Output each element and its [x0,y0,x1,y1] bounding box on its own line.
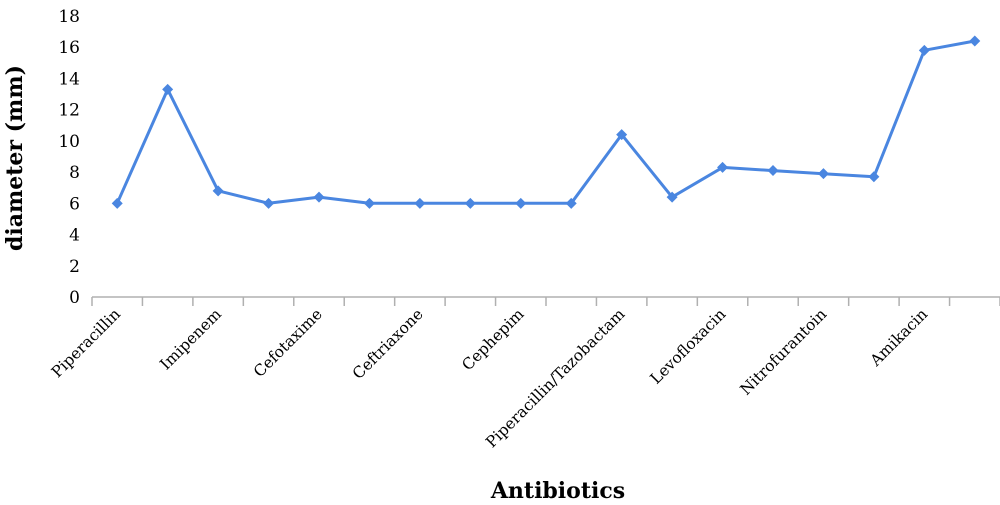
y-axis-ticks: 0 2 4 6 8 10 12 14 16 18 [58,7,80,308]
x-tick-label: Ceftriaxone [349,305,427,383]
x-tick-label: Imipenem [157,305,226,374]
x-tick-label: Piperacillin [48,305,124,381]
data-point-marker [414,197,426,209]
series [111,35,981,209]
data-point-marker [313,191,325,203]
y-tick-label: 14 [58,69,80,89]
data-point-marker [969,35,981,47]
data-point-marker [464,197,476,209]
axes [91,296,1000,306]
x-tick-label: Amikacin [866,305,931,370]
y-tick-label: 16 [58,38,80,58]
data-point-marker [666,191,678,203]
data-point-marker [868,171,880,183]
data-point-marker [111,197,123,209]
data-point-marker [263,197,275,209]
data-point-marker [363,197,375,209]
y-tick-label: 6 [69,194,80,214]
data-point-marker [767,165,779,177]
x-axis-ticks: Piperacillin Imipenem Cefotaxime Ceftriaxon… [48,305,931,451]
x-tick-label: Cefotaxime [250,305,326,381]
y-axis-title: diameter (mm) [2,65,28,251]
data-point-marker [616,129,628,141]
y-tick-label: 2 [69,257,80,277]
data-point-marker [515,197,527,209]
data-point-marker [212,185,224,197]
y-tick-label: 8 [69,163,80,183]
data-point-marker [565,197,577,209]
y-tick-label: 10 [58,132,80,152]
y-tick-label: 12 [58,101,80,121]
y-tick-label: 18 [58,7,80,27]
series-line [115,39,976,205]
data-point-marker [162,83,174,95]
data-point-marker [918,44,930,56]
x-axis-title: Antibiotics [490,478,625,504]
x-tick-label: Levofloxacin [647,305,730,388]
data-point-marker [817,168,829,180]
x-tick-label: Cephepim [459,305,528,374]
x-tick-label: Nitrofurantoin [737,305,831,399]
data-point-marker [717,161,729,173]
y-tick-label: 0 [69,288,80,308]
y-tick-label: 4 [69,226,80,246]
